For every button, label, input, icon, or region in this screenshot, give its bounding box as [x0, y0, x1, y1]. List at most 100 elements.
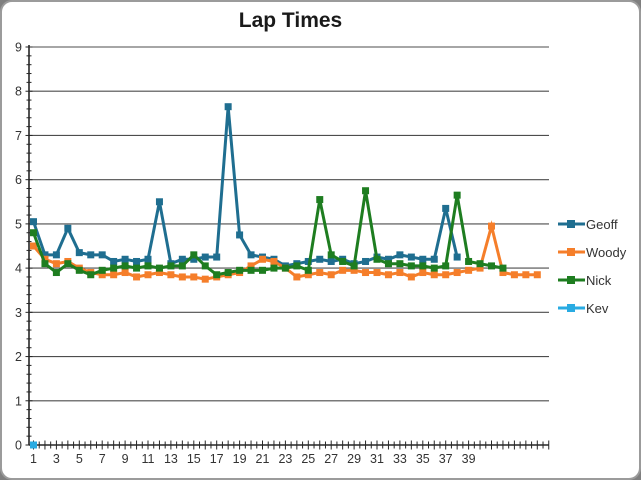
data-point-geoff: [247, 251, 255, 259]
data-point-geoff: [30, 218, 37, 226]
data-point-woody: [510, 271, 518, 279]
y-tick-label: 3: [15, 306, 22, 320]
data-point-geoff: [316, 255, 324, 263]
y-tick-label: 4: [15, 262, 22, 276]
x-tick-label: 17: [210, 452, 224, 466]
data-point-geoff: [155, 198, 163, 206]
y-tick-label: 7: [15, 129, 22, 143]
legend-label-woody: Woody: [586, 244, 627, 260]
data-point-nick: [155, 264, 163, 272]
data-point-nick: [30, 229, 37, 237]
data-point-nick: [178, 262, 186, 270]
data-point-nick: [133, 264, 141, 272]
data-point-nick: [110, 264, 118, 272]
x-tick-label: 37: [439, 452, 453, 466]
legend-item-woody: Woody: [558, 238, 626, 266]
x-tick-label: 19: [233, 452, 247, 466]
data-point-woody: [533, 271, 541, 279]
data-point-woody: [304, 271, 312, 279]
data-point-woody: [155, 269, 163, 277]
data-point-woody: [430, 271, 438, 279]
data-point-nick: [362, 187, 370, 195]
geoff-line-marker-icon: [558, 220, 585, 228]
series-geoff: [30, 103, 461, 270]
y-tick-label: 2: [15, 350, 22, 364]
data-point-geoff: [190, 255, 198, 263]
data-point-nick: [396, 260, 404, 268]
series-line-geoff: [32, 106, 459, 268]
data-point-woody: [362, 269, 370, 277]
data-point-nick: [327, 251, 335, 259]
data-point-woody: [178, 273, 186, 281]
data-point-woody: [247, 262, 255, 270]
data-point-geoff: [430, 255, 438, 263]
legend-item-nick: Nick: [558, 266, 626, 294]
data-point-nick: [339, 257, 347, 265]
nick-line-marker-icon: [558, 276, 585, 284]
data-point-woody: [327, 271, 335, 279]
data-point-woody: [133, 273, 141, 281]
data-point-woody: [476, 264, 484, 272]
data-point-woody: [442, 271, 450, 279]
y-tick-label: 8: [15, 85, 22, 99]
data-point-geoff: [407, 253, 415, 261]
data-point-geoff: [327, 257, 335, 265]
y-tick-label: 0: [15, 439, 22, 453]
data-point-nick: [75, 266, 83, 274]
data-point-woody: [465, 266, 473, 274]
data-point-woody: [41, 255, 49, 263]
data-point-geoff: [442, 204, 450, 212]
data-point-nick: [121, 262, 129, 270]
data-point-nick: [384, 260, 392, 268]
x-tick-label: 21: [256, 452, 270, 466]
data-point-nick: [281, 264, 289, 272]
legend-label-nick: Nick: [586, 272, 612, 288]
y-tick-label: 5: [15, 217, 22, 231]
data-point-geoff: [453, 253, 461, 261]
data-point-woody: [488, 222, 495, 230]
data-point-nick: [499, 264, 507, 272]
data-point-geoff: [236, 231, 244, 239]
x-tick-label: 3: [53, 452, 60, 466]
y-tick-label: 6: [15, 173, 22, 187]
data-point-woody: [30, 242, 37, 250]
x-tick-label: 7: [99, 452, 106, 466]
data-point-woody: [190, 273, 198, 281]
data-point-nick: [41, 260, 49, 268]
data-point-geoff: [87, 251, 95, 259]
data-point-geoff: [110, 257, 118, 265]
data-point-nick: [407, 262, 415, 270]
data-point-geoff: [384, 255, 392, 263]
x-tick-label: 1: [30, 452, 37, 466]
data-point-geoff: [133, 257, 141, 265]
data-point-nick: [52, 269, 60, 277]
data-point-geoff: [213, 253, 221, 261]
data-point-woody: [121, 269, 129, 277]
data-point-nick: [87, 271, 95, 279]
data-point-woody: [339, 266, 347, 274]
x-tick-label: 5: [76, 452, 83, 466]
data-point-woody: [373, 269, 381, 277]
data-point-woody: [407, 273, 415, 281]
data-point-nick: [293, 262, 301, 270]
kev-line-marker-icon: [558, 304, 585, 312]
legend-item-geoff: Geoff: [558, 210, 626, 238]
data-point-woody: [293, 273, 301, 281]
y-tick-label: 9: [15, 41, 22, 55]
data-point-nick: [270, 264, 278, 272]
data-point-woody: [453, 269, 461, 277]
data-point-geoff: [98, 251, 106, 259]
data-point-nick: [304, 266, 312, 274]
data-point-nick: [190, 251, 198, 259]
data-point-woody: [259, 255, 266, 263]
woody-line-marker-icon: [558, 248, 585, 256]
data-point-woody: [52, 260, 60, 268]
data-point-nick: [488, 262, 495, 270]
data-point-geoff: [75, 249, 83, 257]
series-nick: [30, 187, 507, 279]
x-tick-label: 39: [462, 452, 476, 466]
data-point-nick: [476, 260, 484, 268]
data-point-nick: [419, 262, 427, 270]
data-point-geoff: [396, 251, 404, 259]
